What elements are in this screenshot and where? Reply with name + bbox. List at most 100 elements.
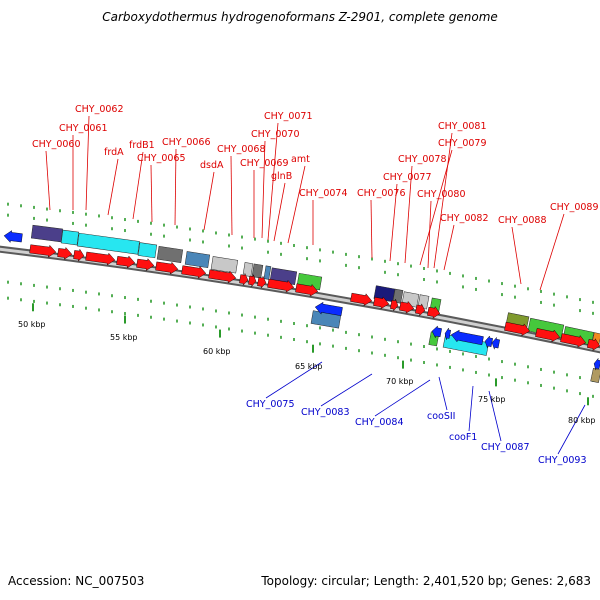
forward-gene-arrow xyxy=(415,303,426,317)
reverse-gene-arrow xyxy=(491,336,500,350)
reverse-gene-arrow xyxy=(3,230,23,243)
label-leader xyxy=(320,373,373,407)
forward-gene-arrow xyxy=(267,278,295,293)
feature-box xyxy=(137,242,158,259)
label-leader xyxy=(150,164,153,223)
label-leader xyxy=(419,149,453,266)
label-leader xyxy=(511,226,522,285)
forward-gene-label: CHY_0089 xyxy=(550,202,599,213)
feature-box xyxy=(30,224,63,243)
forward-gene-label: dsdA xyxy=(200,160,224,171)
label-leader xyxy=(107,158,119,216)
gene-arrow-layer xyxy=(3,230,600,371)
gene-label-layer: CHY_0060 CHY_0061 CHY_0062 frdA frdB1 CHY_006… xyxy=(32,104,599,466)
scale-label-layer: 50 kbp 55 kbp 60 kbp 65 kbp 70 kbp 75 kbp 80 k… xyxy=(18,320,596,425)
reverse-gene-label: CHY_0084 xyxy=(355,417,404,428)
forward-gene-label: CHY_0061 xyxy=(59,123,108,134)
label-leader xyxy=(427,200,432,269)
label-leader xyxy=(539,213,565,291)
forward-gene-label: CHY_0060 xyxy=(32,139,81,150)
label-leader xyxy=(273,182,286,242)
label-leader xyxy=(174,148,177,226)
label-leader xyxy=(374,379,431,417)
label-leader-layer xyxy=(45,115,586,455)
feature-box xyxy=(210,256,239,274)
forward-gene-label: CHY_0062 xyxy=(75,104,124,115)
forward-gene-arrow xyxy=(239,272,249,286)
reverse-gene-arrow xyxy=(450,329,484,346)
forward-gene-label: CHY_0079 xyxy=(438,138,487,149)
forward-gene-label: CHY_0071 xyxy=(264,111,313,122)
label-leader xyxy=(488,390,502,442)
reverse-gene-arrow xyxy=(431,325,442,339)
forward-gene-arrow xyxy=(85,251,116,266)
forward-gene-arrow xyxy=(257,275,267,289)
forward-gene-arrow xyxy=(399,300,415,314)
forward-gene-label: glnB xyxy=(271,171,292,182)
forward-gene-label: CHY_0081 xyxy=(438,121,487,132)
label-leader xyxy=(267,122,279,241)
scale-label: 70 kbp xyxy=(386,377,414,386)
forward-gene-label: CHY_0078 xyxy=(398,154,447,165)
label-leader xyxy=(287,165,306,244)
label-leader xyxy=(230,155,233,236)
feature-box xyxy=(251,263,264,279)
reverse-gene-arrow xyxy=(314,301,343,316)
scale-label: 50 kbp xyxy=(18,320,46,329)
forward-gene-label: CHY_0082 xyxy=(440,213,489,224)
label-leader xyxy=(557,404,586,455)
forward-gene-label: CHY_0069 xyxy=(240,158,289,169)
forward-gene-label: CHY_0077 xyxy=(383,172,432,183)
forward-gene-arrow xyxy=(373,296,390,310)
label-leader xyxy=(85,115,90,211)
label-leader xyxy=(433,132,453,269)
forward-gene-label: CHY_0070 xyxy=(251,129,300,140)
label-leader xyxy=(45,150,51,211)
reverse-gene-arrow xyxy=(484,335,493,349)
feature-box-layer xyxy=(30,224,600,383)
forward-gene-arrow xyxy=(504,321,531,337)
backbone-shadow xyxy=(0,245,600,354)
label-leader xyxy=(261,140,266,239)
reverse-gene-label: CHY_0083 xyxy=(301,407,350,418)
feature-box xyxy=(77,232,140,255)
forward-gene-arrow xyxy=(57,246,73,260)
forward-gene-label: frdA xyxy=(104,147,124,158)
feature-box xyxy=(156,246,184,263)
label-leader xyxy=(132,151,144,220)
reverse-gene-label: cooF1 xyxy=(449,432,477,443)
forward-gene-label: amt xyxy=(291,154,310,165)
forward-gene-label: CHY_0068 xyxy=(217,144,266,155)
forward-gene-arrow xyxy=(390,298,399,312)
forward-gene-arrow xyxy=(295,283,319,297)
forward-gene-label: CHY_0074 xyxy=(299,188,348,199)
forward-gene-label: CHY_0088 xyxy=(498,215,547,226)
forward-gene-label: CHY_0076 xyxy=(357,188,406,199)
feature-box xyxy=(263,265,272,280)
reverse-gene-arrow xyxy=(593,358,600,371)
forward-gene-arrow xyxy=(181,265,207,279)
scale-label: 75 kbp xyxy=(478,395,506,404)
forward-gene-label: CHY_0066 xyxy=(162,137,211,148)
map-title: Carboxydothermus hydrogenoformans Z-2901… xyxy=(102,10,498,24)
scale-label: 80 kbp xyxy=(568,416,596,425)
label-leader xyxy=(370,199,373,259)
reverse-gene-label: cooSII xyxy=(427,411,455,422)
feature-box xyxy=(184,251,211,269)
forward-gene-arrow xyxy=(155,261,179,275)
reverse-gene-label: CHY_0087 xyxy=(481,442,530,453)
reverse-gene-label: CHY_0075 xyxy=(246,399,295,410)
reverse-gene-label: CHY_0093 xyxy=(538,455,587,466)
label-leader xyxy=(443,224,455,271)
forward-gene-arrow xyxy=(73,248,85,262)
label-leader xyxy=(389,183,398,262)
forward-gene-arrow xyxy=(136,258,155,271)
forward-gene-arrow xyxy=(208,269,237,284)
forward-gene-arrow xyxy=(116,255,136,269)
label-leader xyxy=(404,165,413,264)
label-leader xyxy=(203,171,215,231)
backbone-layer xyxy=(0,245,600,354)
forward-gene-arrow xyxy=(29,244,57,258)
accession-text: Accession: NC_007503 xyxy=(8,574,145,588)
tick-layer xyxy=(7,202,594,406)
